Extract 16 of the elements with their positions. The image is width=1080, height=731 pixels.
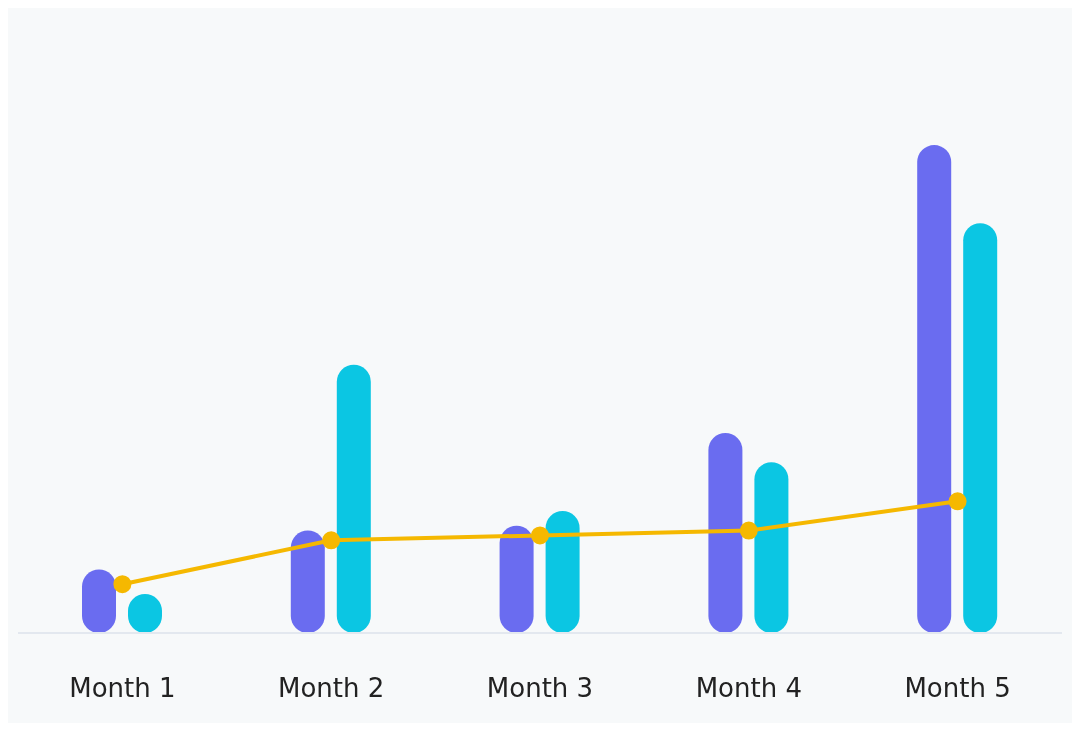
point [113, 575, 132, 594]
x-tick-label: Month 4 [695, 673, 802, 704]
x-tick-label: Month 5 [904, 673, 1011, 704]
point [531, 526, 549, 545]
point [322, 531, 341, 550]
point [948, 492, 967, 511]
bar [708, 432, 743, 633]
bar [754, 462, 789, 633]
point [739, 521, 758, 540]
bar [963, 223, 998, 633]
x-tick-label: Month 3 [486, 673, 594, 704]
x-tick-label: Month 2 [278, 673, 385, 704]
x-tick-label: Month 1 [69, 673, 176, 704]
bar [917, 145, 952, 633]
bar [545, 511, 580, 633]
bar [336, 364, 371, 633]
